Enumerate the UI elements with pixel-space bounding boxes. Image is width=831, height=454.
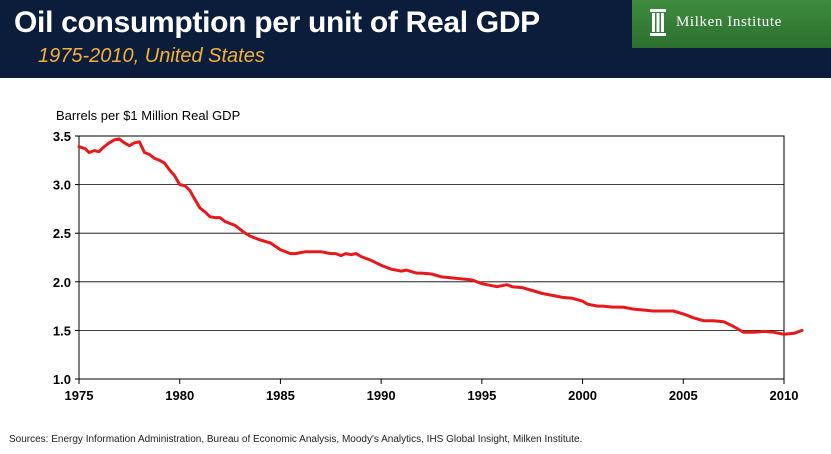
page-subtitle: 1975-2010, United States	[38, 45, 265, 67]
y-axis-label: Barrels per $1 Million Real GDP	[56, 108, 240, 123]
y-tick-label: 2.5	[53, 226, 71, 241]
logo-text: Milken Institute	[676, 14, 782, 30]
y-tick-label: 2.0	[53, 275, 71, 290]
x-tick-label: 1985	[266, 388, 295, 403]
x-tick-label: 1995	[467, 388, 496, 403]
page-title: Oil consumption per unit of Real GDP	[14, 6, 540, 39]
y-tick-label: 3.5	[53, 129, 71, 144]
x-tick-label: 2000	[568, 388, 597, 403]
milken-logo: Milken Institute	[632, 0, 831, 48]
x-tick-label: 2005	[669, 388, 698, 403]
sources-note: Sources: Energy Information Administrati…	[9, 434, 583, 445]
y-tick-label: 1.5	[53, 323, 71, 338]
y-tick-label: 1.0	[53, 372, 71, 387]
plot-area	[78, 135, 785, 380]
x-tick-label: 1980	[165, 388, 194, 403]
x-tick-label: 1990	[367, 388, 396, 403]
series-line	[77, 137, 804, 336]
x-tick-label: 2010	[770, 388, 799, 403]
x-axis: 1975 1980 1985 1990 1995 2000 2005 2010	[65, 379, 799, 403]
y-tick-label: 3.0	[53, 178, 71, 193]
y-axis: 1.0 1.5 2.0 2.5 3.0 3.5	[53, 129, 79, 387]
pillars-icon	[650, 9, 666, 36]
x-tick-label: 1975	[65, 388, 94, 403]
gridlines	[79, 184, 784, 331]
